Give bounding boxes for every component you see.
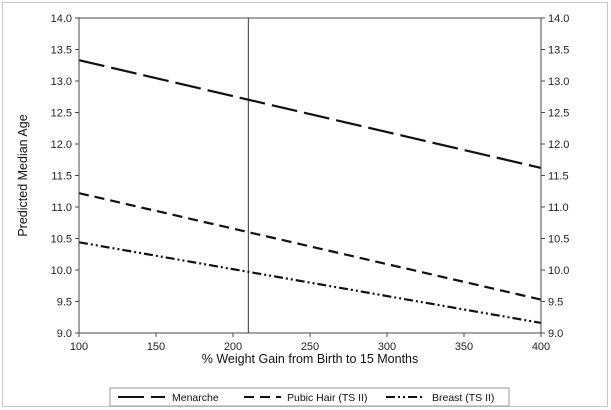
x-axis-title: % Weight Gain from Birth to 15 Months: [202, 352, 419, 366]
y-tick-label-right: 12.5: [548, 108, 569, 120]
y-tick-label-left: 10.0: [51, 265, 72, 277]
x-tick-label: 100: [70, 341, 88, 353]
plot-area: [78, 17, 542, 334]
y-tick-label-left: 9.0: [57, 328, 72, 340]
y-tick-label-left: 13.0: [51, 76, 72, 88]
y-tick-label-left: 13.5: [51, 45, 72, 57]
legend-box: [109, 387, 510, 407]
series-line-3: [78, 241, 542, 325]
series-line-1: [78, 59, 542, 170]
x-tick-label: 150: [147, 341, 165, 353]
legend-label-2: Pubic Hair (TS II): [287, 392, 368, 404]
y-tick-label-left: 10.5: [51, 234, 72, 246]
x-tick-label: 350: [455, 341, 473, 353]
legend-label-1: Menarche: [172, 392, 219, 404]
y-tick-label-right: 12.0: [548, 139, 569, 151]
y-tick-label-left: 14.0: [51, 13, 72, 25]
y-tick-label-right: 13.0: [548, 76, 569, 88]
x-tick-label: 250: [301, 341, 319, 353]
y-tick-label-left: 12.0: [51, 139, 72, 151]
y-tick-label-right: 11.5: [548, 171, 569, 183]
y-tick-label-right: 13.5: [548, 45, 569, 57]
y-tick-label-right: 10.0: [548, 265, 569, 277]
y-tick-label-right: 9.5: [548, 297, 563, 309]
y-axis-title: Predicted Median Age: [16, 114, 30, 236]
chart-frame: [2, 2, 608, 407]
y-tick-label-left: 12.5: [51, 108, 72, 120]
x-tick-label: 300: [378, 341, 396, 353]
series-line-2: [78, 192, 542, 301]
y-tick-label-right: 9.0: [548, 328, 563, 340]
y-tick-label-right: 14.0: [548, 13, 569, 25]
x-tick-label: 200: [224, 341, 242, 353]
legend: Menarche Pubic Hair (TS II) Breast (TS II): [109, 387, 510, 407]
y-tick-label-right: 11.0: [548, 202, 569, 214]
x-tick-label: 400: [532, 341, 550, 353]
y-tick-label-left: 11.5: [51, 171, 72, 183]
y-tick-label-left: 9.5: [57, 297, 72, 309]
y-tick-label-left: 11.0: [51, 202, 72, 214]
legend-label-3: Breast (TS II): [432, 392, 494, 404]
y-tick-label-right: 10.5: [548, 234, 569, 246]
